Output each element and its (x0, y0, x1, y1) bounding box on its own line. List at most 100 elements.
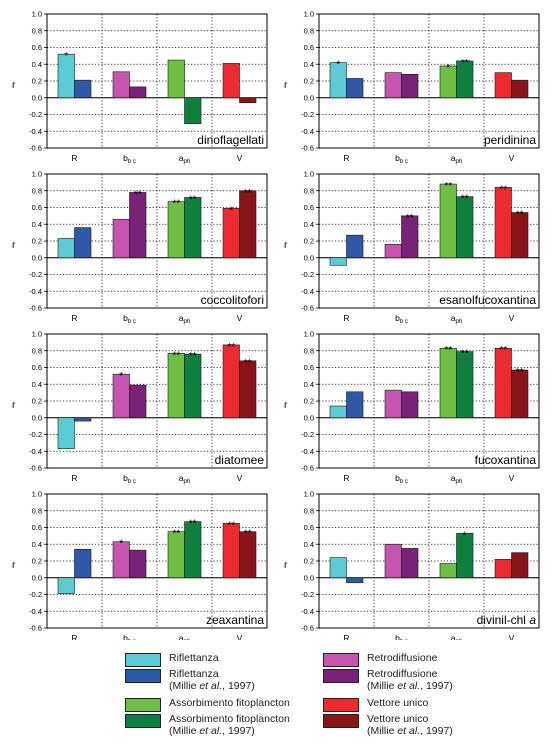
legend-swatch (125, 698, 161, 712)
legend-label: Riflettanza (169, 668, 219, 680)
bar-V_millie (511, 369, 529, 419)
significance-mark: ** (461, 349, 469, 360)
plot-frame (318, 493, 540, 629)
bar-R_millie (346, 391, 364, 419)
legend-item-vettore: Vettore unico (323, 697, 428, 712)
x-tick-label: V (509, 153, 515, 163)
x-tick-label: R (71, 473, 77, 483)
legend: Riflettanza Riflettanza (Millie et al., … (0, 652, 553, 747)
y-tick-label: 0.8 (32, 506, 42, 515)
panel-6: 1.00.80.60.40.20.0-0.2-0.4-0.6***** ****r… (12, 490, 268, 640)
y-tick-label: 1.0 (32, 170, 42, 179)
x-tick-label: R (343, 313, 349, 323)
significance-mark: * (336, 60, 340, 71)
y-tick-label: 0.8 (304, 186, 314, 195)
legend-label: Assorbimento fitoplancton (169, 713, 290, 725)
bar-V_millie (239, 97, 257, 104)
significance-mark: ** (172, 350, 180, 361)
significance-mark: ** (444, 181, 452, 192)
significance-mark: ** (406, 213, 414, 224)
y-tick-label: -0.6 (29, 464, 42, 473)
bar-V (494, 187, 512, 259)
y-tick-label: 0.2 (32, 557, 42, 566)
bar-b_millie (401, 548, 419, 579)
bar-b_millie (401, 391, 419, 419)
plot-frame (318, 333, 540, 469)
y-tick-label: -0.2 (29, 110, 42, 119)
y-tick-label: 0.6 (32, 363, 42, 372)
y-tick-label: 0.6 (304, 43, 314, 52)
y-tick-label: 0.0 (32, 413, 42, 422)
y-axis-label: r (284, 560, 288, 571)
x-tick-label: V (237, 473, 243, 483)
significance-mark: ** (244, 529, 252, 540)
bar-a (167, 201, 185, 259)
y-axis-label: r (12, 80, 16, 91)
legend-citation: (Millie et al., 1997) (367, 725, 453, 737)
y-tick-label: 0.4 (32, 220, 42, 229)
bar-R (329, 557, 347, 579)
y-tick-label: -0.4 (301, 287, 314, 296)
x-tick-label: V (509, 473, 515, 483)
y-tick-label: -0.2 (301, 270, 314, 279)
bar-R (57, 417, 75, 450)
bar-V (222, 63, 240, 99)
y-tick-label: -0.6 (301, 624, 314, 633)
panel-5: 1.0 0.8 0.6 0.4 0.2 0.0 -0.2 -0.4 -0.6 ** ** ** ** r R… (284, 330, 540, 485)
legend-swatch (125, 714, 161, 728)
panel-title: dinoflagellati (197, 133, 264, 147)
bar-R_millie (74, 548, 92, 579)
y-tick-label: -0.4 (29, 127, 42, 136)
y-tick-label: 0.2 (32, 77, 42, 86)
x-tick-label: V (509, 633, 515, 640)
bar-b (384, 389, 402, 419)
x-tick-label: bb c (395, 153, 408, 165)
bar-R (329, 257, 347, 266)
y-tick-label: 0.2 (304, 397, 314, 406)
plot-frame (318, 13, 540, 149)
panel-title: zeaxantina (206, 613, 264, 627)
x-tick-label: V (237, 313, 243, 323)
y-tick-label: 0.0 (32, 253, 42, 262)
y-tick-label: -0.2 (29, 430, 42, 439)
panel-title: diatomee (215, 453, 265, 467)
panel-3: 1.0 0.8 0.6 0.4 0.2 0.0 -0.2 -0.4 -0.6 ** ** ** ** **… (284, 170, 540, 325)
y-tick-label: 0.6 (32, 43, 42, 52)
panel-title: divinil-chl a (477, 613, 537, 627)
plot-frame (318, 173, 540, 309)
panel-title: esanolfucoxantina (439, 293, 536, 307)
y-tick-label: 0.0 (304, 93, 314, 102)
y-axis-label: r (284, 400, 288, 411)
panel-7: 1.0 0.8 0.6 0.4 0.2 0.0 -0.2 -0.4 -0.6 * r Rbb c aph… (284, 490, 540, 640)
y-tick-label: 0.4 (32, 540, 42, 549)
significance-mark: ** (189, 351, 197, 362)
y-tick-label: 0.6 (304, 523, 314, 532)
y-axis-label: r (12, 400, 16, 411)
panel-title: fucoxantina (475, 453, 537, 467)
legend-citation: (Millie et al., 1997) (169, 680, 255, 692)
legend-item-riflettanza: Riflettanza (125, 652, 219, 667)
bar-R_millie (346, 78, 364, 99)
y-axis-label: r (12, 560, 16, 571)
bar-R (57, 53, 75, 99)
y-tick-label: 0.4 (304, 380, 314, 389)
legend-item-riflettanza-millie: Riflettanza (Millie et al., 1997) (125, 668, 255, 692)
x-tick-label: R (71, 633, 77, 640)
bar-b_millie (401, 74, 419, 99)
bar-V_millie (239, 190, 257, 259)
bar-a_millie (456, 533, 474, 579)
significance-mark: ** (244, 188, 252, 199)
chart-grid: 1.0 0.8 0.6 0.4 0.2 0.0 -0.2 -0.4 -0.6 * r R bb c aph… (12, 10, 540, 640)
y-tick-label: 1.0 (304, 170, 314, 179)
bar-a (439, 183, 457, 259)
x-tick-label: aph (179, 633, 190, 640)
y-tick-label: 1.0 (304, 490, 314, 499)
y-axis-label: r (284, 240, 288, 251)
y-tick-label: -0.2 (301, 430, 314, 439)
significance-mark: * (64, 51, 68, 62)
panel-4: 1.00.80.60.40.20.0-0.2-0.4-0.6*** ******r… (12, 330, 268, 485)
significance-mark: ** (189, 194, 197, 205)
legend-swatch (323, 698, 359, 712)
legend-item-vettore-millie: Vettore unico (Millie et al., 1997) (323, 713, 453, 737)
bar-a (439, 347, 457, 419)
